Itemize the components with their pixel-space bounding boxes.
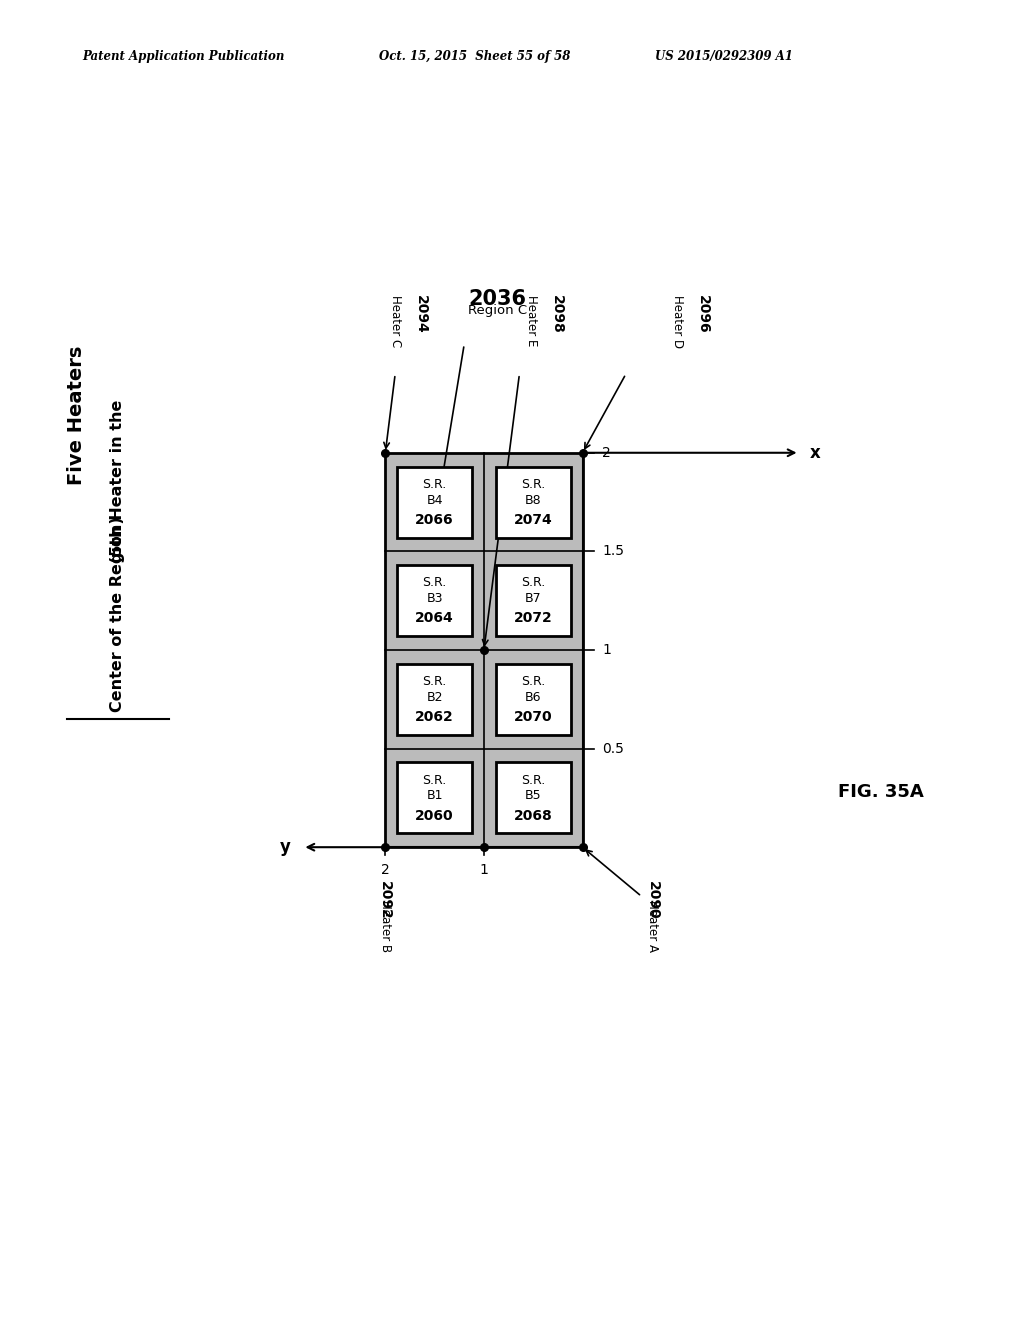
Bar — [397, 466, 472, 537]
Text: Heater A: Heater A — [646, 900, 658, 953]
Text: FIG. 35A: FIG. 35A — [838, 783, 924, 801]
Text: B6: B6 — [525, 690, 542, 704]
Bar — [496, 664, 570, 735]
Text: S.R.: S.R. — [521, 675, 546, 688]
Text: Heater D: Heater D — [671, 294, 684, 348]
Bar — [397, 763, 472, 833]
Text: 2072: 2072 — [514, 611, 553, 626]
Text: Patent Application Publication: Patent Application Publication — [82, 50, 285, 63]
Text: 0.5: 0.5 — [602, 742, 625, 755]
Text: 2094: 2094 — [414, 294, 428, 334]
Text: x: x — [809, 444, 820, 462]
Text: 2: 2 — [381, 863, 390, 876]
Text: 2070: 2070 — [514, 710, 553, 725]
Text: 2060: 2060 — [416, 809, 454, 822]
Text: 2: 2 — [602, 446, 611, 459]
Text: S.R.: S.R. — [521, 577, 546, 590]
Bar — [397, 664, 472, 735]
Text: (5th Heater in the: (5th Heater in the — [111, 400, 125, 564]
Text: S.R.: S.R. — [423, 577, 446, 590]
Text: B7: B7 — [525, 593, 542, 605]
Text: S.R.: S.R. — [521, 478, 546, 491]
Text: 2090: 2090 — [646, 880, 659, 919]
Text: US 2015/0292309 A1: US 2015/0292309 A1 — [655, 50, 794, 63]
Bar — [385, 453, 583, 847]
Text: Oct. 15, 2015  Sheet 55 of 58: Oct. 15, 2015 Sheet 55 of 58 — [379, 50, 570, 63]
Text: B2: B2 — [426, 690, 443, 704]
Text: B4: B4 — [426, 494, 443, 507]
Text: S.R.: S.R. — [423, 675, 446, 688]
Text: 1.5: 1.5 — [602, 544, 625, 558]
Text: 1: 1 — [602, 643, 611, 657]
Text: 2074: 2074 — [514, 513, 553, 527]
Text: 2092: 2092 — [378, 880, 392, 920]
Bar — [496, 466, 570, 537]
Text: 2066: 2066 — [416, 513, 454, 527]
Text: S.R.: S.R. — [521, 774, 546, 787]
Text: Heater E: Heater E — [524, 294, 538, 346]
Text: Heater B: Heater B — [379, 900, 392, 953]
Text: 2064: 2064 — [416, 611, 454, 626]
Text: Heater C: Heater C — [389, 294, 401, 347]
Text: S.R.: S.R. — [423, 774, 446, 787]
Bar — [496, 565, 570, 636]
Text: B8: B8 — [525, 494, 542, 507]
Text: 1: 1 — [479, 863, 488, 876]
Text: y: y — [280, 838, 291, 857]
Bar — [397, 565, 472, 636]
Text: Region C: Region C — [468, 305, 527, 317]
Text: Five Heaters: Five Heaters — [68, 346, 86, 486]
Text: B3: B3 — [426, 593, 443, 605]
Text: B1: B1 — [426, 789, 443, 803]
Text: S.R.: S.R. — [423, 478, 446, 491]
Text: B5: B5 — [525, 789, 542, 803]
Bar — [385, 453, 583, 847]
Bar — [496, 763, 570, 833]
Text: 2068: 2068 — [514, 809, 553, 822]
Text: 2098: 2098 — [550, 294, 564, 334]
Text: Center of the Region): Center of the Region) — [111, 516, 125, 711]
Text: 2096: 2096 — [696, 294, 710, 334]
Text: 2062: 2062 — [416, 710, 454, 725]
Text: 2036: 2036 — [468, 289, 526, 309]
